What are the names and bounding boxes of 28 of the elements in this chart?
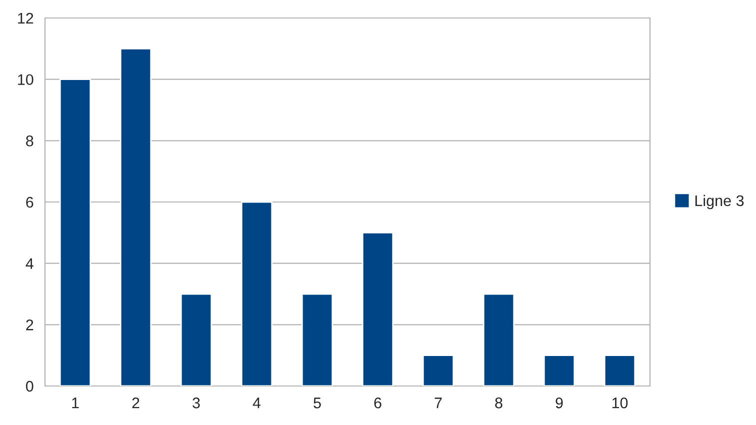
y-tick-label: 6 [26, 196, 34, 208]
y-tick-label: 4 [26, 258, 34, 269]
bar [604, 354, 636, 386]
legend-label: Ligne 3 [695, 194, 744, 210]
bar [362, 232, 394, 386]
x-tick-label: 1 [72, 398, 79, 408]
x-tick-label: 9 [556, 398, 563, 408]
bar [180, 293, 212, 386]
bar [120, 48, 152, 386]
y-tick-label: 10 [18, 74, 34, 86]
x-tick-label: 3 [192, 398, 200, 408]
x-tick-label: 10 [612, 398, 628, 408]
x-tick-label: 5 [314, 398, 321, 408]
bar [482, 293, 515, 386]
x-tick-label: 2 [132, 398, 140, 408]
bar [301, 293, 334, 386]
y-tick-label: 12 [18, 12, 34, 24]
x-tick-label: 8 [495, 398, 502, 408]
x-tick-label: 6 [374, 398, 382, 408]
bar [543, 354, 576, 386]
x-tick-label: 4 [252, 398, 261, 408]
bar [59, 78, 92, 386]
bar [240, 201, 273, 386]
x-tick-label: 7 [434, 398, 442, 408]
y-tick-label: 0 [26, 380, 34, 392]
y-tick-label: 8 [26, 136, 34, 146]
bar [422, 354, 454, 386]
y-tick-label: 2 [26, 320, 34, 330]
